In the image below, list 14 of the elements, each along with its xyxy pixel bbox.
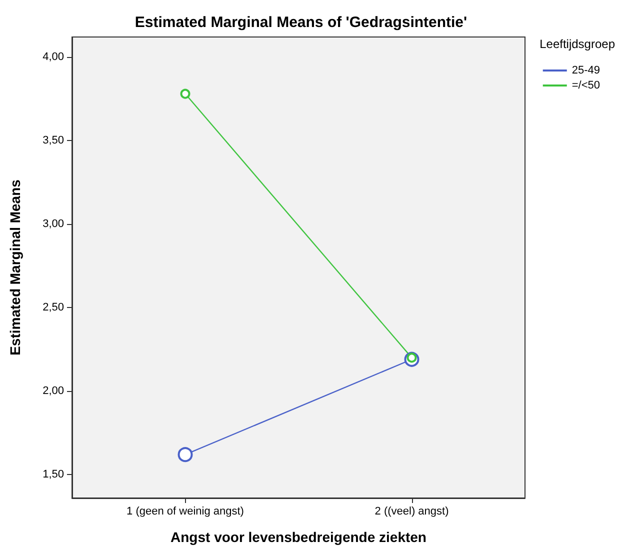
x-axis-title: Angst voor levensbedreigende ziekten	[170, 529, 426, 545]
legend-label: 25-49	[572, 64, 600, 76]
y-tick-label: 3,50	[42, 134, 64, 147]
y-tick-label: 3,00	[42, 218, 64, 230]
y-axis-title: Estimated Marginal Means	[7, 179, 23, 356]
y-tick-label: 2,50	[42, 302, 64, 314]
legend-title: Leeftijdsgroep	[540, 37, 616, 51]
chart-title: Estimated Marginal Means of 'Gedragsintentie'	[134, 14, 468, 31]
x-tick-label: 2 ((veel) angst)	[374, 506, 449, 518]
x-tick-label: 1 (geen of weinig angst)	[126, 506, 244, 518]
legend-label: =/<50	[572, 80, 600, 92]
y-tick-label: 2,00	[42, 385, 64, 398]
y-tick-label: 1,50	[42, 468, 64, 481]
y-tick-label: 4,00	[42, 51, 64, 64]
